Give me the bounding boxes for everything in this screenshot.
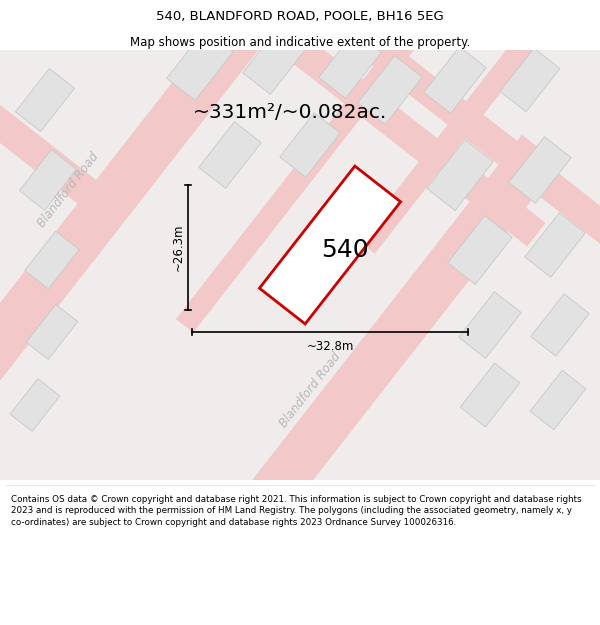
- Polygon shape: [525, 213, 585, 278]
- Text: Contains OS data © Crown copyright and database right 2021. This information is : Contains OS data © Crown copyright and d…: [11, 494, 581, 527]
- Polygon shape: [280, 112, 340, 178]
- Polygon shape: [243, 26, 307, 94]
- Polygon shape: [358, 0, 600, 254]
- Polygon shape: [55, 0, 545, 246]
- Polygon shape: [509, 137, 571, 203]
- Polygon shape: [167, 29, 233, 101]
- Polygon shape: [319, 32, 381, 98]
- Polygon shape: [358, 56, 422, 124]
- Text: Blandford Road: Blandford Road: [277, 350, 343, 430]
- Text: ~331m²/~0.082ac.: ~331m²/~0.082ac.: [193, 102, 387, 121]
- Polygon shape: [460, 363, 520, 427]
- Polygon shape: [324, 4, 600, 336]
- Polygon shape: [500, 48, 560, 112]
- Polygon shape: [427, 139, 493, 211]
- Polygon shape: [16, 69, 74, 131]
- Text: Blandford Road: Blandford Road: [35, 150, 101, 230]
- Text: Map shows position and indicative extent of the property.: Map shows position and indicative extent…: [130, 36, 470, 49]
- Text: 540: 540: [321, 238, 369, 262]
- Polygon shape: [448, 216, 512, 284]
- Polygon shape: [531, 294, 589, 356]
- Polygon shape: [25, 231, 79, 289]
- Polygon shape: [60, 135, 560, 625]
- Polygon shape: [459, 292, 521, 358]
- Polygon shape: [176, 0, 600, 332]
- Polygon shape: [0, 50, 600, 480]
- Polygon shape: [19, 149, 77, 211]
- Polygon shape: [199, 122, 261, 188]
- Text: ~26.3m: ~26.3m: [172, 224, 185, 271]
- Text: ~32.8m: ~32.8m: [307, 339, 353, 352]
- Text: 540, BLANDFORD ROAD, POOLE, BH16 5EG: 540, BLANDFORD ROAD, POOLE, BH16 5EG: [156, 10, 444, 23]
- Polygon shape: [0, 16, 122, 224]
- Polygon shape: [0, 0, 310, 575]
- Polygon shape: [424, 47, 486, 113]
- Polygon shape: [26, 304, 78, 359]
- Polygon shape: [10, 379, 60, 431]
- Polygon shape: [259, 166, 401, 324]
- Polygon shape: [530, 370, 586, 430]
